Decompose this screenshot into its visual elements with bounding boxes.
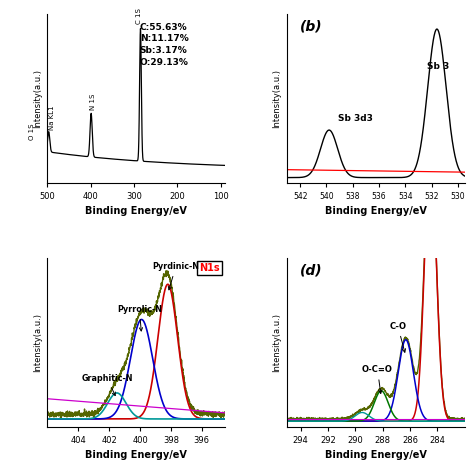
Text: N1s: N1s [199,264,219,273]
Text: Pyrrolic-N: Pyrrolic-N [117,305,162,331]
Text: C-O: C-O [390,322,406,352]
Y-axis label: Intensity(a.u.): Intensity(a.u.) [33,69,42,128]
Text: Sb 3d3: Sb 3d3 [338,114,373,123]
Text: Na KL1: Na KL1 [49,106,55,130]
X-axis label: Binding Energy/eV: Binding Energy/eV [85,450,187,460]
Y-axis label: Intensity(a.u.): Intensity(a.u.) [273,69,282,128]
Text: (d): (d) [300,264,322,277]
Text: O-C=O: O-C=O [362,365,393,393]
Text: Sb 3: Sb 3 [427,62,449,71]
Text: C:55.63%
N:11.17%
Sb:3.17%
O:29.13%: C:55.63% N:11.17% Sb:3.17% O:29.13% [140,23,189,67]
Text: Graphitic-N: Graphitic-N [82,374,133,396]
Text: (b): (b) [300,19,322,33]
Text: C 1S: C 1S [136,8,142,24]
X-axis label: Binding Energy/eV: Binding Energy/eV [85,206,187,216]
X-axis label: Binding Energy/eV: Binding Energy/eV [325,206,427,216]
Y-axis label: Intensity(a.u.): Intensity(a.u.) [33,313,42,372]
X-axis label: Binding Energy/eV: Binding Energy/eV [325,450,427,460]
Y-axis label: Intensity(a.u.): Intensity(a.u.) [273,313,282,372]
Text: N 1S: N 1S [90,94,96,110]
Text: O 1S: O 1S [29,124,35,140]
Text: Pyrdinic-N: Pyrdinic-N [152,262,200,290]
